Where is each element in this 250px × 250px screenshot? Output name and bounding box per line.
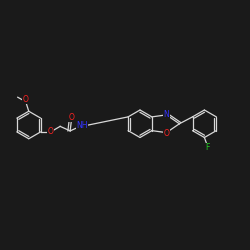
Text: O: O: [48, 128, 54, 136]
Text: F: F: [205, 143, 209, 152]
Text: O: O: [23, 95, 29, 104]
Text: O: O: [68, 112, 74, 122]
Text: NH: NH: [76, 122, 88, 130]
Text: N: N: [164, 110, 169, 119]
Text: O: O: [164, 129, 169, 138]
